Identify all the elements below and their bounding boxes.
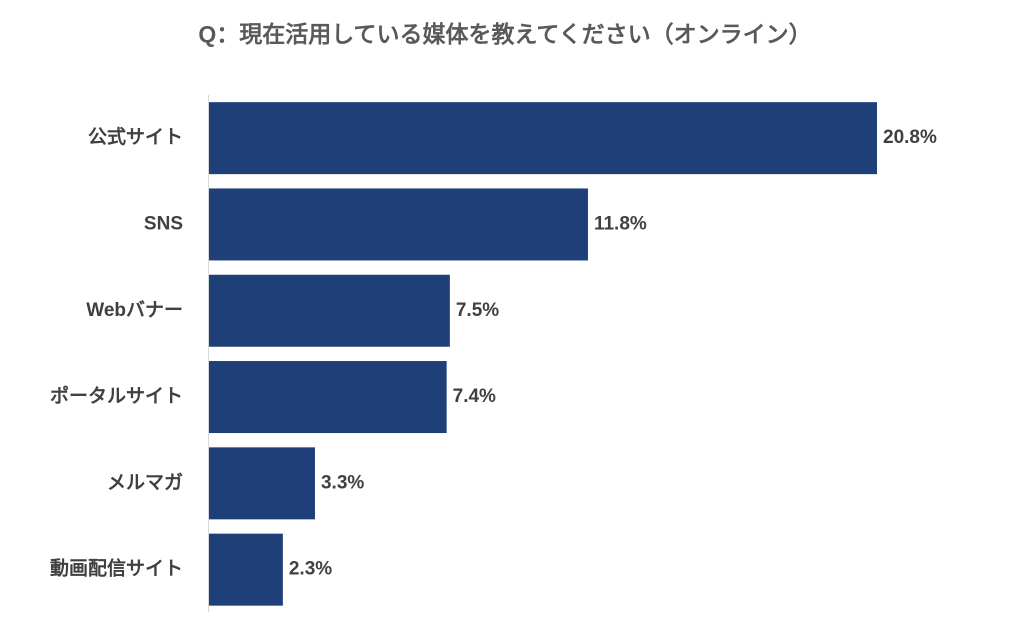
bar bbox=[209, 361, 447, 434]
value-label: 3.3% bbox=[321, 472, 364, 493]
category-label: ポータルサイト bbox=[50, 384, 183, 407]
bar bbox=[209, 274, 450, 347]
bar bbox=[209, 533, 283, 606]
bar bbox=[209, 102, 877, 175]
value-label: 2.3% bbox=[289, 559, 332, 580]
value-label: 20.8% bbox=[883, 127, 937, 148]
category-label: 公式サイト bbox=[88, 125, 183, 148]
category-label: メルマガ bbox=[107, 471, 183, 493]
category-label: Webバナー bbox=[86, 299, 183, 321]
category-label: 動画配信サイト bbox=[50, 557, 183, 580]
bar bbox=[209, 188, 588, 261]
chart-title: Q：現在活用している媒体を教えてください（オンライン） bbox=[198, 21, 811, 47]
category-label: SNS bbox=[144, 213, 183, 234]
value-label: 7.4% bbox=[453, 386, 496, 407]
value-label: 7.5% bbox=[456, 300, 499, 321]
value-label: 11.8% bbox=[594, 213, 647, 234]
bar bbox=[209, 447, 315, 520]
